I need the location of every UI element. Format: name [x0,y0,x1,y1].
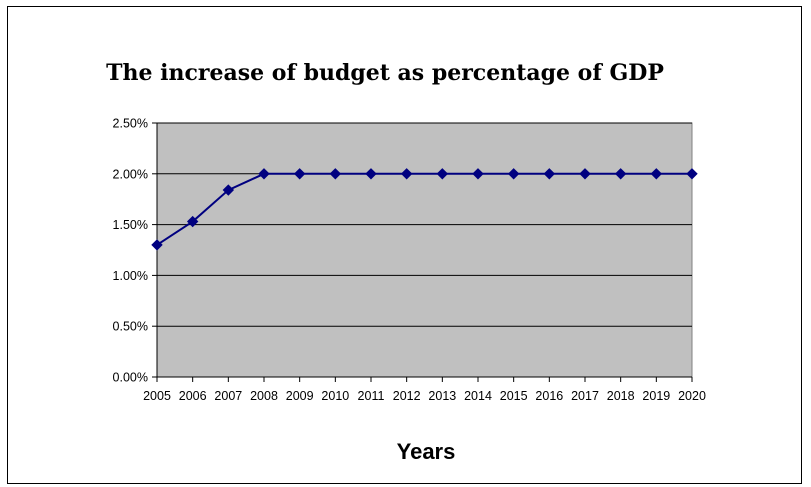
data-point-marker [472,168,484,180]
x-tick-label: 2020 [678,389,706,403]
x-tick-label: 2016 [535,389,563,403]
series-layer [151,168,698,251]
data-point-marker [400,168,413,180]
x-tick-label: 2008 [250,389,278,403]
line-chart: The increase of budget as percentage of … [106,60,706,464]
data-point-marker [650,168,663,180]
x-tick-label: 2019 [642,389,670,403]
x-tick-label: 2012 [393,389,421,403]
x-tick-label: 2018 [607,389,635,403]
x-tick-label: 2010 [321,389,349,403]
data-point-marker [186,215,199,228]
y-tick-label: 0.50% [113,320,148,334]
x-tick-label: 2017 [571,389,599,403]
x-tick-label: 2009 [286,389,314,403]
data-point-marker [436,168,449,180]
data-point-marker [365,168,377,180]
y-axis-tick-labels: 0.00% 0.50% 1.00% 1.50% 2.00% 2.50% [113,117,148,385]
chart-frame: The increase of budget as percentage of … [7,6,802,484]
y-tick-label: 2.50% [113,117,148,131]
y-tick-label: 1.50% [113,218,148,232]
x-tick-label: 2005 [143,389,171,403]
series-line [156,172,692,246]
data-point-marker [222,184,235,196]
data-point-marker [329,168,342,180]
x-tick-label: 2015 [500,389,528,403]
x-tick-label: 2014 [464,389,492,403]
data-point-marker [579,168,591,180]
chart-title: The increase of budget as percentage of … [106,60,664,86]
x-axis-label: Years [397,439,456,464]
data-point-marker [258,168,270,180]
x-tick-label: 2006 [179,389,207,403]
x-tick-label: 2011 [358,389,385,403]
x-axis-tick-labels: 2005 2006 2007 2008 2009 2010 2011 2012 2013 2014… [143,389,706,403]
x-tick-label: 2013 [428,389,456,403]
data-point-marker [686,168,698,180]
y-tick-label: 1.00% [113,269,148,283]
data-point-marker [543,168,556,180]
data-point-marker [151,239,163,251]
y-tick-label: 2.00% [113,167,148,181]
x-tick-label: 2007 [214,389,242,403]
plot-area [156,122,693,378]
data-point-marker [507,168,520,180]
data-point-marker [293,168,306,180]
data-point-marker [614,168,627,180]
y-tick-label: 0.00% [113,371,148,385]
